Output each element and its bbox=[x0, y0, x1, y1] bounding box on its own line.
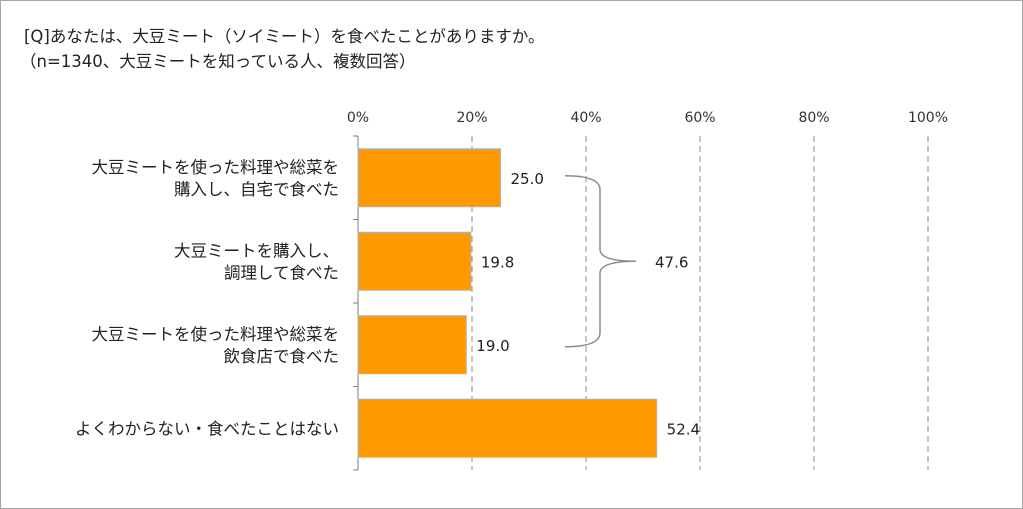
x-tick-label: 0% bbox=[347, 110, 369, 126]
bar bbox=[357, 148, 501, 208]
category-label: 購入し、自宅で食べた bbox=[174, 180, 339, 199]
x-tick-label: 100% bbox=[908, 110, 948, 126]
category-label: 大豆ミートを使った料理や総菜を bbox=[92, 158, 340, 177]
x-tick-label: 40% bbox=[570, 110, 601, 126]
category-label: 調理して食べた bbox=[224, 263, 339, 282]
question-text: [Q]あなたは、大豆ミート（ソイミート）を食べたことがありますか。 bbox=[24, 27, 545, 46]
category-label: 大豆ミートを購入し、 bbox=[174, 241, 339, 260]
category-label: 飲食店で食べた bbox=[224, 347, 340, 366]
group-brace bbox=[564, 175, 637, 348]
bar bbox=[357, 398, 658, 458]
value-label: 19.8 bbox=[481, 253, 514, 271]
value-label: 25.0 bbox=[511, 170, 544, 188]
x-tick-label: 60% bbox=[684, 110, 715, 126]
value-label: 52.4 bbox=[667, 420, 700, 438]
x-tick-label: 20% bbox=[456, 110, 487, 126]
category-label: 大豆ミートを使った料理や総菜を bbox=[92, 325, 340, 344]
group-total-label: 47.6 bbox=[655, 253, 688, 271]
bar bbox=[357, 315, 467, 375]
value-label: 19.0 bbox=[476, 337, 509, 355]
bar bbox=[357, 231, 472, 291]
category-label: よくわからない・食べたことはない bbox=[75, 419, 339, 438]
sample-note: （n=1340、大豆ミートを知っている人、複数回答） bbox=[20, 52, 416, 71]
x-tick-label: 80% bbox=[798, 110, 829, 126]
